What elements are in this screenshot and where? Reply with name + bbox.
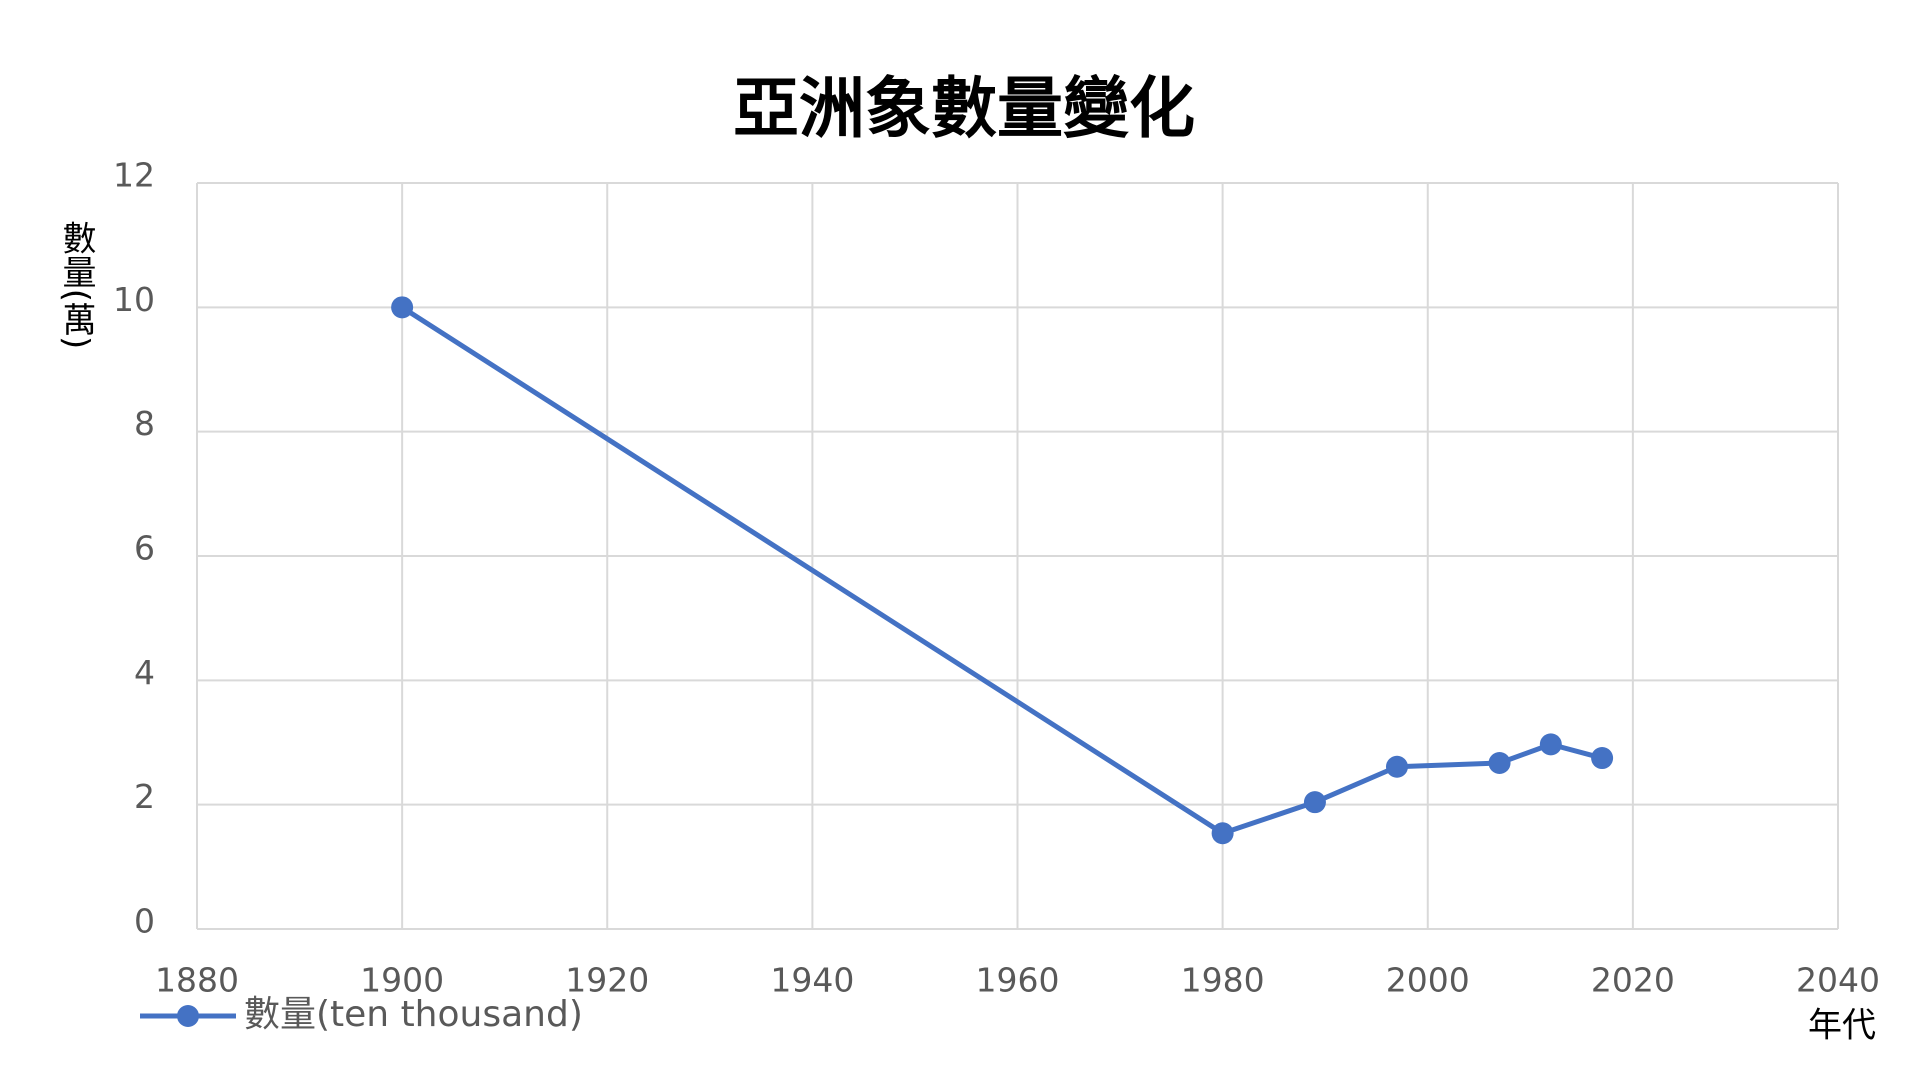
legend-label: 數量(ten thousand)	[244, 994, 583, 1035]
x-tick-label: 2040	[1796, 961, 1880, 1000]
data-point	[1303, 791, 1326, 814]
data-point	[1591, 747, 1614, 770]
series-line	[400, 305, 1603, 836]
x-tick-label: 1960	[976, 961, 1060, 1000]
data-point	[1211, 822, 1234, 845]
y-tick-label: 12	[113, 156, 155, 195]
y-tick-label: 10	[113, 280, 155, 319]
y-axis-label: 數量(萬)	[56, 221, 96, 350]
y-tick-label: 6	[134, 529, 155, 568]
x-tick-label: 1940	[770, 961, 854, 1000]
data-point	[1539, 733, 1562, 756]
y-tick-label: 8	[134, 404, 155, 443]
legend-marker	[177, 1005, 199, 1027]
x-tick-label: 2020	[1591, 961, 1675, 1000]
data-point	[1488, 752, 1511, 775]
y-tick-label: 0	[134, 902, 155, 941]
y-tick-label: 2	[134, 777, 155, 816]
x-tick-label: 1920	[565, 961, 649, 1000]
x-tick-label: 2000	[1386, 961, 1470, 1000]
x-tick-label: 1880	[155, 961, 239, 1000]
data-point	[391, 296, 414, 319]
y-tick-label: 4	[134, 653, 155, 692]
data-point	[1385, 755, 1408, 778]
chart-title: 亞洲象數量變化	[733, 70, 1195, 147]
x-tick-label: 1980	[1181, 961, 1265, 1000]
x-tick-label: 1900	[360, 961, 444, 1000]
x-axis-label: 年代	[1808, 1006, 1876, 1046]
